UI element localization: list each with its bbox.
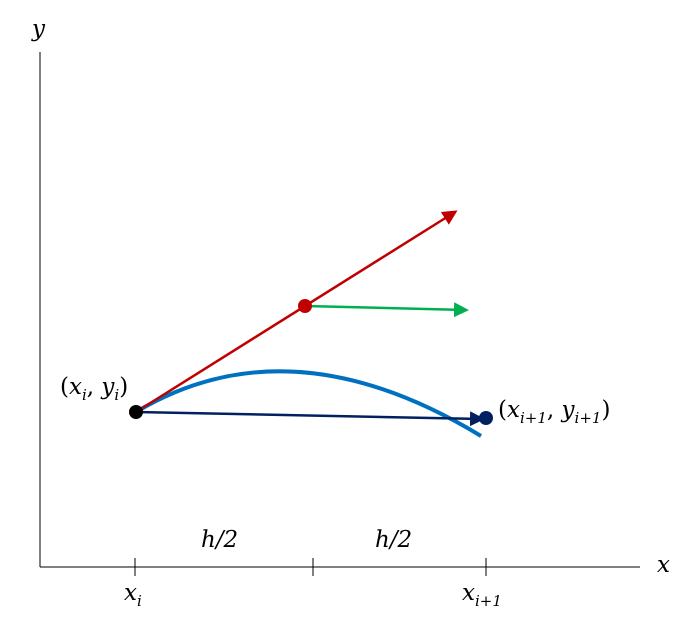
point-label-end: (xi+1, yi+1) (498, 397, 610, 427)
interval-label-first: h/2 (201, 527, 238, 553)
point-end (479, 411, 493, 425)
step-arrow (135, 410, 485, 427)
y-axis-label: y (31, 16, 46, 42)
slope-midpoint-arrow (304, 302, 469, 318)
slope-start-arrow (135, 210, 458, 414)
point-label-start: (xi, yi) (60, 374, 128, 404)
interval-label-second: h/2 (375, 527, 412, 553)
x-axis-label: x (657, 552, 670, 578)
point-start (129, 405, 143, 419)
tick-label-xi: xi (124, 580, 142, 610)
tick-label-xi1: xi+1 (462, 580, 502, 610)
point-midpoint (298, 299, 312, 313)
solution-curve (134, 369, 483, 438)
